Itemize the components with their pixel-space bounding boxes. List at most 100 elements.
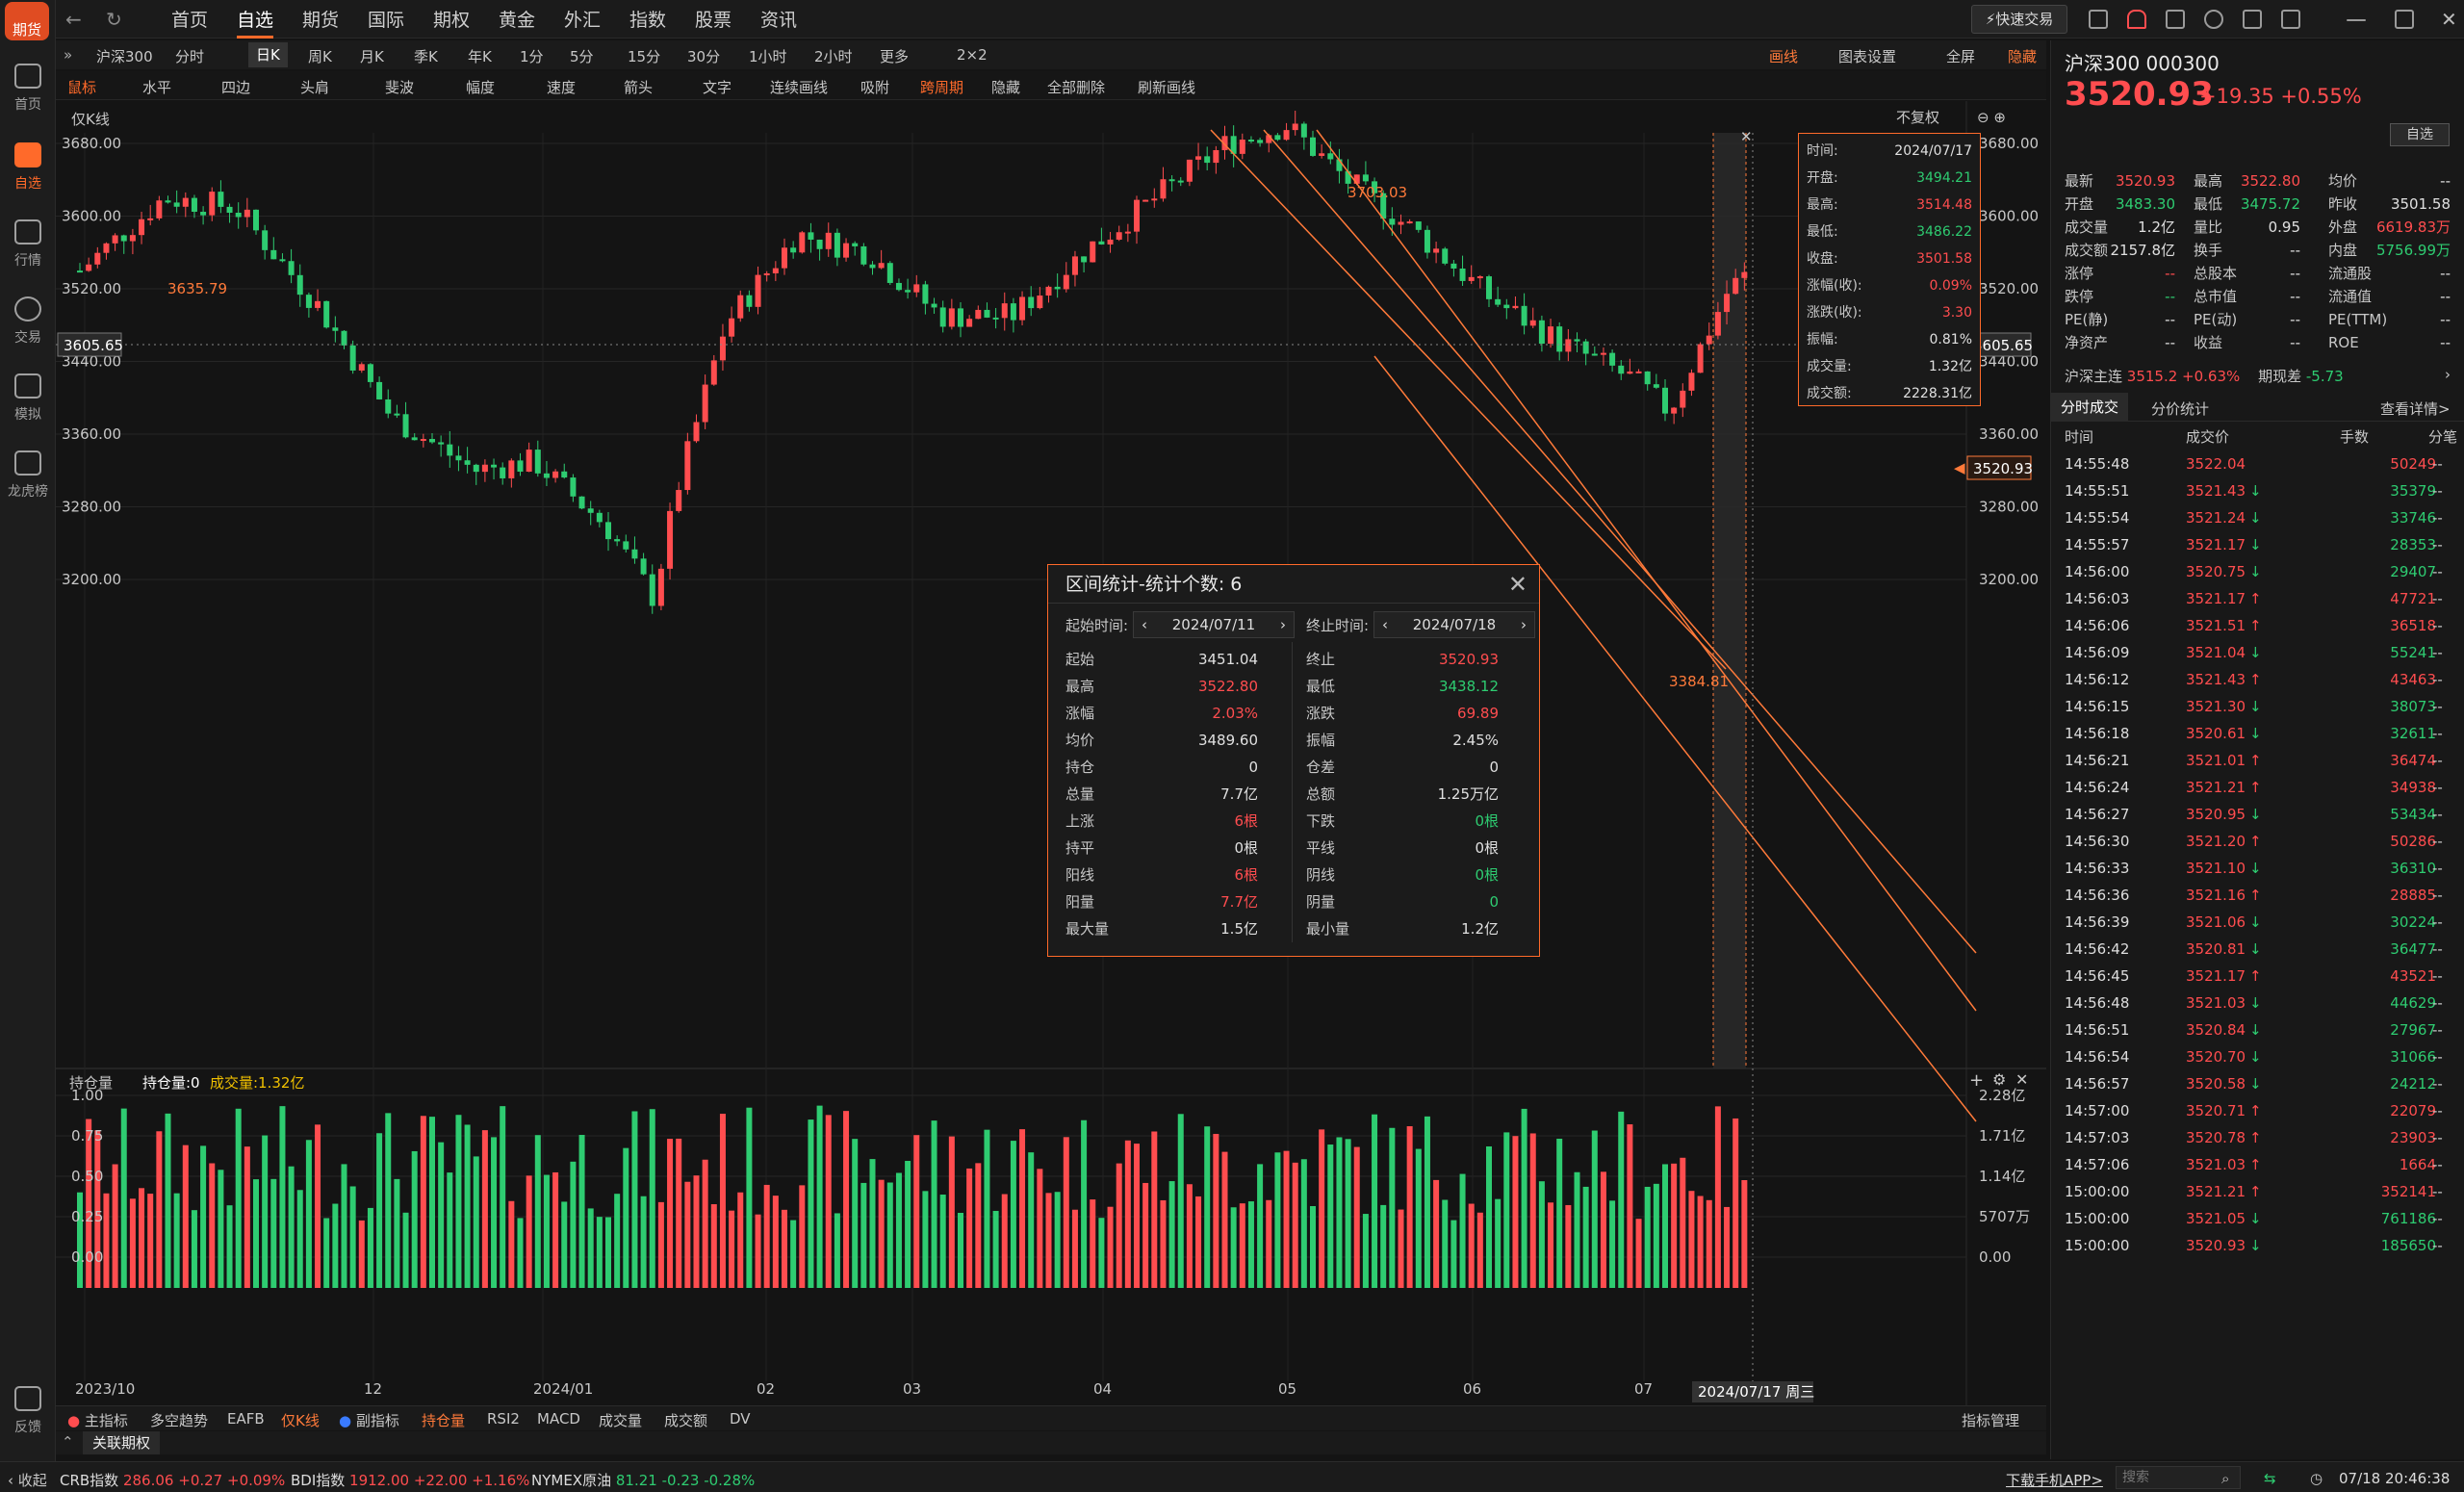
kline-chart[interactable]: 仅K线 不复权 ⊖ ⊕ ✕ 3680.00 3680.00 3600.00 3600.… <box>56 101 2046 1405</box>
ind-volume[interactable]: 成交量 <box>599 1412 643 1429</box>
tool-cross-period[interactable]: 跨周期 <box>920 79 964 96</box>
expand-icon[interactable]: » <box>64 46 73 64</box>
menu-gold[interactable]: 黄金 <box>499 10 536 31</box>
trade-detail-link[interactable]: 查看详情> <box>2380 400 2451 418</box>
sidebar-item-watchlist[interactable]: 自选 <box>0 142 56 210</box>
tool-text[interactable]: 文字 <box>703 79 732 96</box>
add-icon[interactable]: + <box>1969 1070 1985 1091</box>
menu-home[interactable]: 首页 <box>171 10 209 31</box>
tool-fibonacci[interactable]: 斐波 <box>385 79 415 96</box>
app-logo[interactable]: 期货 <box>5 2 49 40</box>
search-icon[interactable]: ⌕ <box>2221 1470 2230 1487</box>
ind-rsi2[interactable]: RSI2 <box>487 1410 520 1428</box>
refresh-icon[interactable]: ↻ <box>106 8 122 31</box>
ind-open-interest[interactable]: 持仓量 <box>422 1412 466 1429</box>
chevron-up-icon[interactable]: ⌃ <box>62 1433 74 1451</box>
sidebar-item-market[interactable]: 行情 <box>0 219 56 287</box>
draw-line-button[interactable]: 画线 <box>1769 48 1799 65</box>
indicator-manage-button[interactable]: 指标管理 <box>1962 1412 2020 1429</box>
period-2h[interactable]: 2小时 <box>814 48 853 65</box>
period-monthly[interactable]: 月K <box>360 48 384 65</box>
tool-head-shoulders[interactable]: 头肩 <box>300 79 330 96</box>
tool-continuous-line[interactable]: 连续画线 <box>770 79 829 96</box>
period-5min[interactable]: 5分 <box>570 48 594 65</box>
period-minute[interactable]: 分时 <box>175 48 205 65</box>
ticker-item[interactable]: NYMEX原油 81.21 -0.23 -0.28% <box>531 1470 755 1490</box>
sub-indicator-tab[interactable]: ● 副指标 <box>339 1412 399 1429</box>
user-icon[interactable] <box>2204 10 2223 29</box>
ticker-item[interactable]: CRB指数 286.06 +0.27 +0.09% <box>60 1470 285 1490</box>
mail-icon[interactable] <box>2166 10 2185 29</box>
menu-news[interactable]: 资讯 <box>760 10 798 31</box>
tool-refresh-lines[interactable]: 刷新画线 <box>1138 79 1196 96</box>
fullscreen-button[interactable]: 全屏 <box>1946 48 1976 65</box>
period-30min[interactable]: 30分 <box>687 48 721 65</box>
main-indicator-tab[interactable]: ● 主指标 <box>67 1412 128 1429</box>
tool-mouse[interactable]: 鼠标 <box>67 79 97 96</box>
tool-quad[interactable]: 四边 <box>221 79 251 96</box>
chevron-right-icon[interactable]: › <box>2445 366 2451 383</box>
menu-international[interactable]: 国际 <box>368 10 405 31</box>
hide-button[interactable]: 隐藏 <box>2008 48 2038 65</box>
period-1h[interactable]: 1小时 <box>749 48 787 65</box>
tool-horizontal[interactable]: 水平 <box>142 79 172 96</box>
restore-icon[interactable] <box>2395 10 2414 29</box>
bell-icon[interactable] <box>2127 10 2146 29</box>
tab-price-stats[interactable]: 分价统计 <box>2151 400 2210 418</box>
shirt-icon[interactable] <box>2243 10 2262 29</box>
download-app-link[interactable]: 下载手机APP> <box>2006 1472 2103 1489</box>
period-yearly[interactable]: 年K <box>468 48 492 65</box>
ind-dv[interactable]: DV <box>730 1410 751 1428</box>
screenshot-icon[interactable] <box>2089 10 2108 29</box>
favorite-button[interactable]: 自选 <box>2390 123 2450 146</box>
close-panel-icon[interactable]: ✕ <box>2015 1070 2029 1089</box>
tool-amplitude[interactable]: 幅度 <box>466 79 496 96</box>
collapse-button[interactable]: ‹ 收起 <box>8 1472 47 1489</box>
grid-icon[interactable] <box>2281 10 2300 29</box>
tool-speed[interactable]: 速度 <box>547 79 577 96</box>
period-quarterly[interactable]: 季K <box>414 48 438 65</box>
menu-stocks[interactable]: 股票 <box>695 10 732 31</box>
end-date-field[interactable]: ‹ 2024/07/18 › <box>1373 611 1535 638</box>
quick-trade-button[interactable]: ⚡快速交易 <box>1971 5 2067 34</box>
tab-tick-trades[interactable]: 分时成交 <box>2051 393 2129 422</box>
menu-index[interactable]: 指数 <box>629 10 667 31</box>
ticker-item[interactable]: BDI指数 1912.00 +22.00 +1.16% <box>291 1470 529 1490</box>
sidebar-item-trade[interactable]: 交易 <box>0 296 56 364</box>
tool-hide[interactable]: 隐藏 <box>991 79 1021 96</box>
ind-macd[interactable]: MACD <box>537 1410 580 1428</box>
related-options-tab[interactable]: 关联期权 <box>83 1431 161 1454</box>
period-15min[interactable]: 15分 <box>628 48 661 65</box>
sidebar-item-simulate[interactable]: 模拟 <box>0 373 56 441</box>
back-arrow-icon[interactable]: ← <box>65 8 82 31</box>
period-1min[interactable]: 1分 <box>520 48 544 65</box>
menu-futures[interactable]: 期货 <box>302 10 340 31</box>
tool-arrow[interactable]: 箭头 <box>624 79 654 96</box>
period-weekly[interactable]: 周K <box>308 48 332 65</box>
close-icon[interactable]: ✕ <box>1507 571 1527 598</box>
minimize-icon[interactable] <box>2347 19 2366 21</box>
settings-icon[interactable]: ⚙ <box>1992 1070 2007 1089</box>
ind-longshort[interactable]: 多空趋势 <box>150 1412 209 1429</box>
volume-mode-select[interactable]: 持仓量 <box>69 1074 114 1092</box>
ind-kline-only[interactable]: 仅K线 <box>281 1412 320 1429</box>
sidebar-item-home[interactable]: 首页 <box>0 64 56 131</box>
chevron-right-icon[interactable]: › <box>1280 616 1286 633</box>
menu-forex[interactable]: 外汇 <box>564 10 602 31</box>
sidebar-item-ranking[interactable]: 龙虎榜 <box>0 450 56 518</box>
layout-2x2[interactable]: 2×2 <box>957 46 988 64</box>
close-window-icon[interactable]: ✕ <box>2441 8 2457 31</box>
chart-settings-button[interactable]: 图表设置 <box>1838 48 1897 65</box>
tool-snap[interactable]: 吸附 <box>860 79 890 96</box>
start-date-field[interactable]: ‹ 2024/07/11 › <box>1133 611 1295 638</box>
main-contract-row[interactable]: 沪深主连 3515.2 +0.63% 期现差 -5.73 <box>2065 366 2344 386</box>
tool-delete-all[interactable]: 全部删除 <box>1047 79 1106 96</box>
ind-turnover[interactable]: 成交额 <box>664 1412 708 1429</box>
menu-options[interactable]: 期权 <box>433 10 471 31</box>
sidebar-item-feedback[interactable]: 反馈 <box>0 1386 56 1453</box>
period-more[interactable]: 更多 <box>880 48 910 65</box>
chevron-right-icon[interactable]: › <box>1521 616 1527 633</box>
chevron-left-icon[interactable]: ‹ <box>1142 616 1147 633</box>
search-input[interactable] <box>2116 1466 2241 1489</box>
ind-eafb[interactable]: EAFB <box>227 1410 265 1428</box>
